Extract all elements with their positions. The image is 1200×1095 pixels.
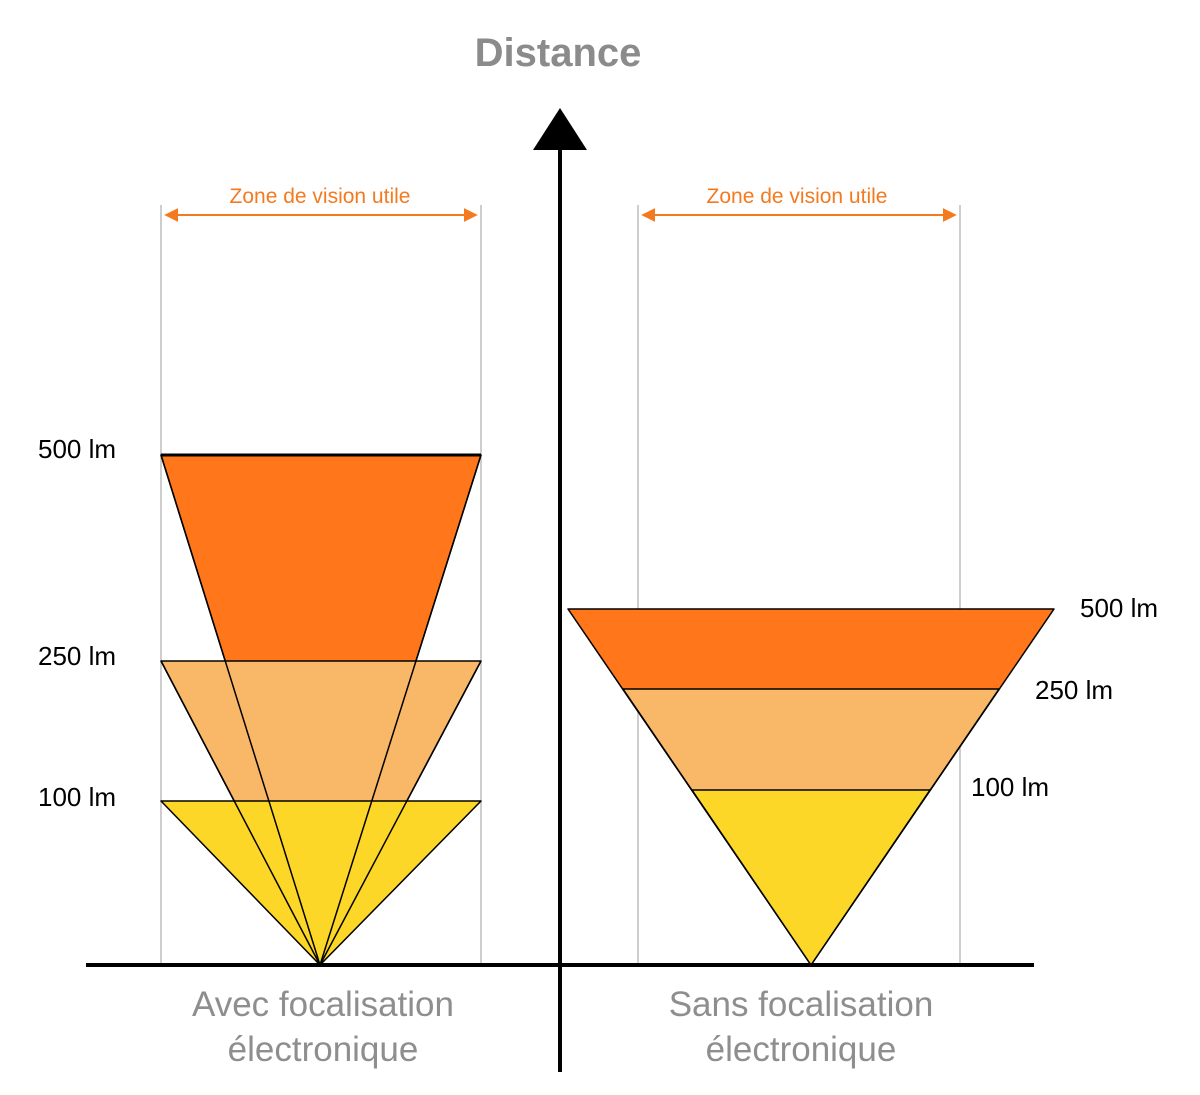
distance-axis-arrowhead [533, 108, 587, 150]
left-beam-250lm-edge-left [160, 660, 321, 966]
right-level-250: 250 lm [1035, 675, 1113, 705]
right-beam-100lm [691, 789, 931, 966]
left-beam-100lm [160, 800, 482, 966]
diagram-title: Distance [475, 31, 642, 75]
left-beam-500lm-edge-right [319, 454, 482, 966]
right-level-100: 100 lm [971, 772, 1049, 802]
left-caption-line2: électronique [228, 1030, 419, 1069]
left-zone-label: Zone de vision utile [230, 185, 411, 208]
left-level-500: 500 lm [38, 434, 116, 464]
right-caption-line2: électronique [706, 1030, 897, 1069]
left-level-100: 100 lm [38, 782, 116, 812]
right-caption-line1: Sans focalisation [669, 985, 934, 1024]
right-zone-label: Zone de vision utile [707, 185, 888, 208]
left-caption-line1: Avec focalisation [192, 985, 454, 1024]
right-level-500: 500 lm [1080, 593, 1158, 623]
left-beam-250lm-edge-right [319, 660, 482, 966]
left-level-250: 250 lm [38, 641, 116, 671]
left-beam-500lm-edge-left [160, 454, 321, 966]
